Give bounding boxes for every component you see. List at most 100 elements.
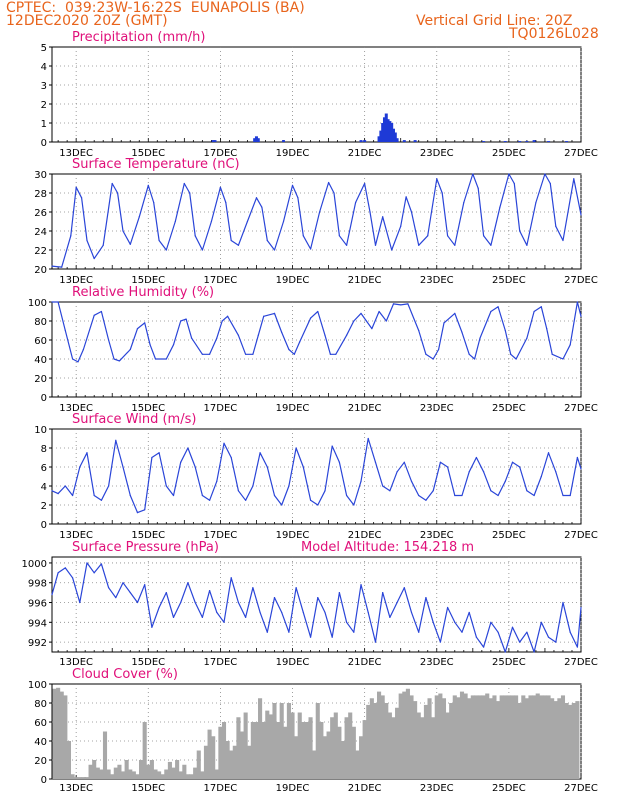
data-point xyxy=(317,310,319,313)
cloud-bar xyxy=(322,736,328,779)
data-point xyxy=(535,201,537,204)
data-point xyxy=(51,490,53,492)
data-point xyxy=(454,312,456,314)
data-point xyxy=(580,214,582,216)
data-point xyxy=(86,562,88,564)
data-point xyxy=(317,596,319,599)
data-point xyxy=(138,216,140,218)
x-tick-label: 27DEC xyxy=(564,403,598,414)
data-point xyxy=(504,651,506,653)
precip-bar xyxy=(211,140,215,142)
cloud-bar xyxy=(124,760,129,779)
data-point xyxy=(266,239,268,242)
data-point xyxy=(225,201,227,204)
cloud-bar xyxy=(142,722,147,779)
cloud-bar xyxy=(387,712,392,779)
cloud-bar xyxy=(470,695,475,779)
x-tick-label: 19DEC xyxy=(276,148,310,159)
data-point xyxy=(263,315,265,317)
cloud-bar xyxy=(441,698,447,779)
data-point xyxy=(144,322,146,324)
data-point xyxy=(288,348,290,351)
precip-bar xyxy=(565,141,569,142)
data-point xyxy=(302,611,304,614)
data-point xyxy=(70,235,72,237)
data-point xyxy=(180,320,182,322)
data-point xyxy=(353,631,355,633)
data-point xyxy=(75,186,77,188)
precip-bar xyxy=(363,140,367,142)
data-point xyxy=(549,182,551,185)
data-point xyxy=(547,636,550,638)
data-point xyxy=(194,235,196,237)
data-point xyxy=(427,235,429,237)
cloud-bar xyxy=(279,703,284,779)
data-point xyxy=(51,594,53,596)
cloud-bar xyxy=(131,771,136,779)
data-point xyxy=(201,494,203,497)
cloud-bar xyxy=(344,717,349,779)
data-point xyxy=(318,211,321,213)
cloud-bar xyxy=(438,693,443,779)
precip-bar xyxy=(388,121,392,142)
cloud-bar xyxy=(431,717,436,779)
data-point xyxy=(555,225,557,227)
data-point xyxy=(299,341,301,343)
data-point xyxy=(335,353,337,355)
data-point xyxy=(71,577,74,579)
data-point xyxy=(216,337,218,339)
data-point xyxy=(51,301,53,303)
x-tick-label: 27DEC xyxy=(564,275,598,286)
data-point xyxy=(100,499,103,501)
x-tick-label: 25DEC xyxy=(492,530,526,541)
data-point xyxy=(252,353,254,355)
data-point xyxy=(576,646,578,648)
data-point xyxy=(297,197,299,199)
data-point xyxy=(441,192,443,194)
data-point xyxy=(378,310,380,313)
data-point xyxy=(479,337,481,339)
data-point xyxy=(93,572,95,574)
x-tick-label: 21DEC xyxy=(348,783,382,794)
cloud-bar xyxy=(308,717,313,779)
data-point xyxy=(418,494,420,497)
y-tick-label: 998 xyxy=(28,579,47,590)
data-point xyxy=(291,184,294,186)
data-point xyxy=(562,494,564,497)
y-tick-label: 40 xyxy=(34,737,47,748)
data-point xyxy=(374,244,377,246)
cloud-bar xyxy=(398,693,403,779)
data-point xyxy=(180,601,182,604)
cloud-bar xyxy=(239,731,245,779)
data-point xyxy=(367,611,369,614)
x-tick-label: 17DEC xyxy=(204,530,238,541)
data-point xyxy=(288,631,290,633)
y-tick-label: 1 xyxy=(41,119,47,130)
precip-bar xyxy=(391,128,395,142)
cloud-bar xyxy=(207,729,212,779)
data-point xyxy=(174,220,176,223)
data-point xyxy=(64,485,66,487)
cloud-bar xyxy=(52,688,57,779)
cloud-bar xyxy=(539,695,544,779)
data-point xyxy=(93,314,95,316)
y-tick-label: 0 xyxy=(41,393,47,404)
data-point xyxy=(468,471,470,473)
data-point xyxy=(245,499,247,501)
data-point xyxy=(82,348,84,351)
cloud-bar xyxy=(297,712,302,779)
data-point xyxy=(533,651,535,653)
data-point xyxy=(360,312,362,314)
data-point xyxy=(194,601,196,604)
cloud-bar xyxy=(506,695,511,779)
data-point xyxy=(111,182,113,185)
data-point xyxy=(443,322,445,324)
cloud-bar xyxy=(106,769,111,779)
cloud-bar xyxy=(286,703,291,779)
data-point xyxy=(474,358,476,360)
data-point xyxy=(288,485,290,487)
data-point xyxy=(425,596,427,599)
y-tick-label: 22 xyxy=(34,246,47,257)
x-tick-label: 25DEC xyxy=(492,403,526,414)
data-point xyxy=(282,220,285,223)
